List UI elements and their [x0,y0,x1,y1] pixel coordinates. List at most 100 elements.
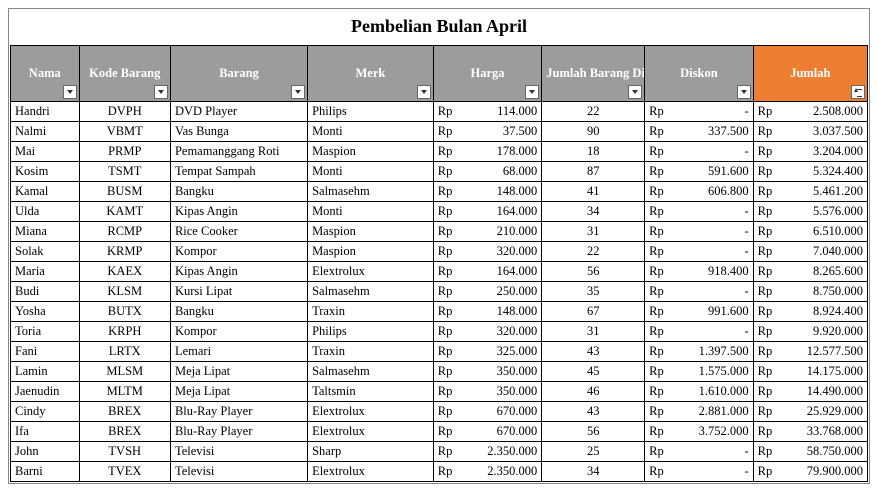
column-header-label: Nama [29,66,61,80]
cell-kode: MLSM [79,362,170,382]
filter-dropdown-icon[interactable] [291,85,305,99]
column-header-jumlah[interactable]: Jumlah [753,46,867,102]
currency-label: Rp [438,464,453,479]
money-value: 591.600 [708,164,749,179]
currency-label: Rp [438,404,453,419]
cell-nama: Ulda [11,202,80,222]
cell-harga: Rp148.000 [433,182,542,202]
cell-jumlah: Rp6.510.000 [753,222,867,242]
cell-nama: Fani [11,342,80,362]
money-value: 5.461.200 [813,184,863,199]
table-row: CindyBREXBlu-Ray PlayerElextroluxRp670.0… [11,402,868,422]
currency-label: Rp [438,324,453,339]
cell-diskon: Rp- [645,242,754,262]
money-value: 210.000 [497,224,538,239]
filter-dropdown-icon[interactable] [737,85,751,99]
column-header-qty[interactable]: Jumlah Barang Dibeli [542,46,645,102]
cell-diskon: Rp2.881.000 [645,402,754,422]
cell-harga: Rp670.000 [433,402,542,422]
money-value: - [745,244,749,259]
currency-label: Rp [758,244,773,259]
money-value: 68.000 [503,164,537,179]
cell-merk: Monti [308,162,434,182]
cell-qty: 56 [542,262,645,282]
money-value: 2.350.000 [487,444,537,459]
currency-label: Rp [758,184,773,199]
filter-dropdown-icon[interactable] [525,85,539,99]
money-value: 3.752.000 [699,424,749,439]
currency-label: Rp [758,344,773,359]
currency-label: Rp [438,264,453,279]
cell-barang: Bangku [170,302,307,322]
cell-kode: KAEX [79,262,170,282]
filter-dropdown-icon[interactable] [417,85,431,99]
currency-label: Rp [649,224,664,239]
cell-merk: Salmasehm [308,362,434,382]
cell-barang: DVD Player [170,102,307,122]
cell-harga: Rp 320.000 [433,322,542,342]
money-value: 12.577.500 [807,344,863,359]
column-header-label: Barang [219,66,259,80]
column-header-nama[interactable]: Nama [11,46,80,102]
cell-jumlah: Rp33.768.000 [753,422,867,442]
column-header-diskon[interactable]: Diskon [645,46,754,102]
cell-kode: KAMT [79,202,170,222]
cell-kode: KLSM [79,282,170,302]
table-row: MariaKAEXKipas AnginElextroluxRp164.0005… [11,262,868,282]
money-value: 164.000 [497,204,538,219]
cell-barang: Pemamanggang Roti [170,142,307,162]
cell-kode: BREX [79,402,170,422]
currency-label: Rp [438,224,453,239]
currency-label: Rp [758,304,773,319]
money-value: 918.400 [708,264,749,279]
money-value: - [745,324,749,339]
currency-label: Rp [438,104,453,119]
cell-harga: Rp2.350.000 [433,462,542,482]
column-header-label: Jumlah Barang Dibeli [546,66,644,80]
cell-diskon: Rp1.397.500 [645,342,754,362]
currency-label: Rp [438,344,453,359]
money-value: 178.000 [497,144,538,159]
table-row: HandriDVPHDVD PlayerPhilipsRp114.00022Rp… [11,102,868,122]
filter-dropdown-icon[interactable] [154,85,168,99]
purchase-table: Nama Kode Barang Barang MerkHarga Jumlah Bar… [10,45,868,482]
currency-label: Rp [758,104,773,119]
currency-label: Rp [758,164,773,179]
currency-label: Rp [758,284,773,299]
cell-diskon: Rp- [645,442,754,462]
cell-barang: Televisi [170,442,307,462]
cell-nama: Kamal [11,182,80,202]
money-value: 33.768.000 [807,424,863,439]
money-value: 1.397.500 [699,344,749,359]
cell-qty: 87 [542,162,645,182]
filter-dropdown-icon[interactable] [628,85,642,99]
cell-jumlah: Rp8.750.000 [753,282,867,302]
column-header-merk[interactable]: Merk [308,46,434,102]
cell-nama: Lamin [11,362,80,382]
filter-dropdown-icon[interactable] [63,85,77,99]
cell-barang: Kompor [170,242,307,262]
cell-jumlah: Rp79.900.000 [753,462,867,482]
currency-label: Rp [649,164,664,179]
cell-harga: Rp68.000 [433,162,542,182]
cell-jumlah: Rp14.175.000 [753,362,867,382]
money-value: 8.924.400 [813,304,863,319]
cell-barang: Kipas Angin [170,202,307,222]
table-row: YoshaBUTXBangkuTraxinRp148.00067Rp991.60… [11,302,868,322]
cell-qty: 90 [542,122,645,142]
money-value: 1.575.000 [699,364,749,379]
currency-label: Rp [649,324,664,339]
money-value: 320.000 [497,244,538,259]
cell-harga: Rp37.500 [433,122,542,142]
currency-label: Rp [649,124,664,139]
money-value: 320.000 [497,324,538,339]
money-value: 58.750.000 [807,444,863,459]
column-header-barang[interactable]: Barang [170,46,307,102]
sort-asc-icon[interactable] [851,85,865,99]
column-header-harga[interactable]: Harga [433,46,542,102]
column-header-label: Kode Barang [89,66,160,80]
currency-label: Rp [758,444,773,459]
currency-label: Rp [649,284,664,299]
cell-qty: 43 [542,402,645,422]
column-header-kode[interactable]: Kode Barang [79,46,170,102]
